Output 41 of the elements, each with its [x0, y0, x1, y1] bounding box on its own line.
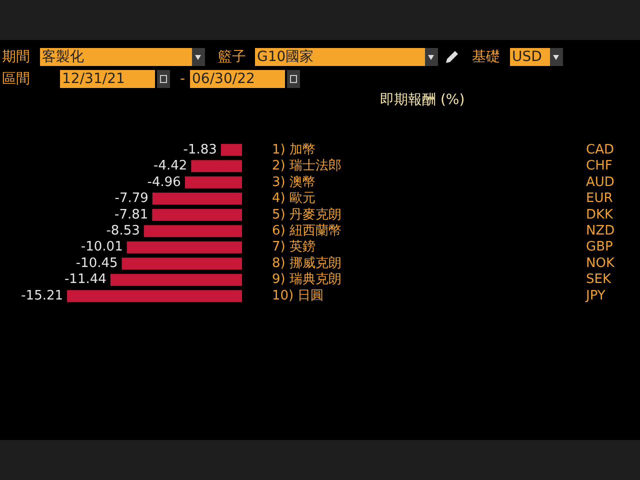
y-tick-label: 8) 挪威克朗: [272, 254, 342, 271]
data-label: -4.42: [154, 158, 188, 174]
data-label: -7.81: [114, 207, 148, 222]
y2-tick-label: EUR: [586, 191, 613, 206]
y2-tick-label: CHF: [586, 158, 612, 174]
y2-tick-label: NOK: [586, 256, 615, 271]
data-label: -15.21: [21, 288, 64, 304]
text: USD: [510, 48, 550, 66]
text: 期間: [2, 48, 30, 66]
text: 12/31/21: [60, 70, 155, 88]
y2-tick-label: CAD: [586, 142, 614, 158]
text: 客製化: [40, 48, 192, 66]
y-tick-label: 1) 加幣: [272, 142, 316, 158]
text: G10國家: [255, 48, 425, 66]
y-tick-label: 10) 日圓: [272, 288, 324, 304]
text: -: [180, 70, 186, 88]
y2-tick-label: JPY: [585, 288, 606, 304]
text: 基礎: [472, 48, 500, 66]
y-tick-label: 6) 紐西蘭幣: [272, 223, 342, 238]
data-label: -4.96: [147, 174, 181, 190]
y2-tick-label: DKK: [586, 207, 614, 222]
data-label: -7.79: [114, 191, 148, 206]
y-tick-label: 4) 歐元: [272, 191, 316, 206]
data-label: -10.01: [80, 240, 123, 255]
text: 區間: [2, 70, 30, 88]
data-label: -10.45: [76, 256, 118, 271]
y2-tick-label: NZD: [586, 223, 615, 238]
text: 06/30/22: [190, 70, 285, 88]
data-label: -1.83: [183, 142, 217, 158]
data-label: -11.44: [64, 272, 106, 288]
text: 即期報酬 (%): [380, 91, 465, 109]
y-tick-label: 9) 瑞典克朗: [272, 271, 342, 288]
y-tick-label: 2) 瑞士法郎: [272, 158, 342, 174]
text: 籃子: [218, 48, 246, 66]
data-label: -8.53: [106, 223, 140, 238]
y-tick-label: 3) 澳幣: [272, 174, 316, 190]
y2-tick-label: AUD: [586, 174, 614, 190]
y-tick-label: 7) 英鎊: [272, 240, 316, 255]
y2-tick-label: GBP: [586, 240, 613, 255]
y-tick-label: 5) 丹麥克朗: [272, 206, 342, 222]
y2-tick-label: SEK: [586, 272, 612, 288]
